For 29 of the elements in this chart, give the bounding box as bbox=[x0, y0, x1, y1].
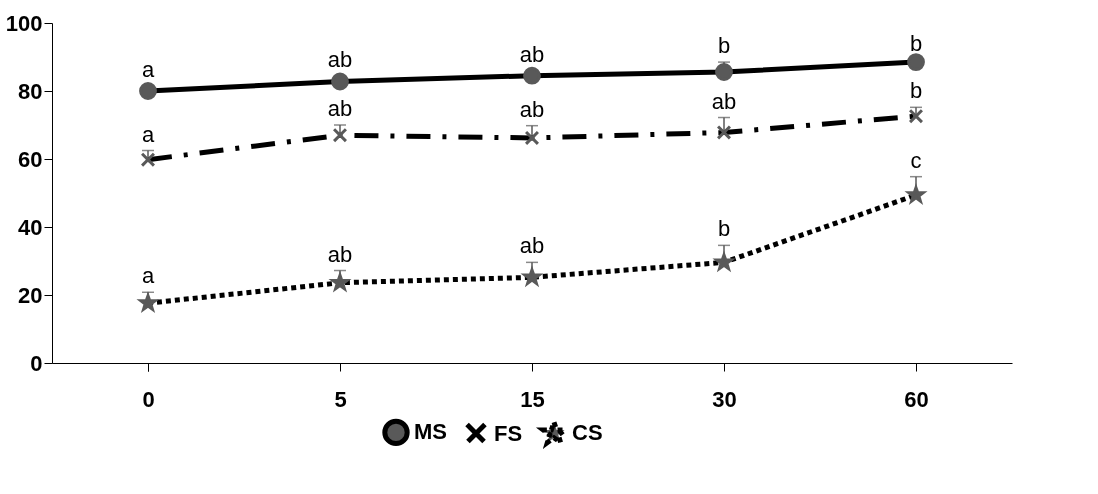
annotation: b bbox=[909, 78, 923, 104]
legend-label: FS bbox=[494, 420, 523, 446]
annotation: a bbox=[141, 121, 155, 147]
y-tick-label: 100 bbox=[5, 10, 43, 36]
y-tick-label: 40 bbox=[18, 214, 43, 240]
annotation: ab bbox=[327, 96, 353, 121]
y-tick-label: 0 bbox=[30, 350, 43, 376]
annotation: ab bbox=[327, 241, 353, 267]
legend-label: MS bbox=[414, 419, 447, 445]
y-tick-label: 80 bbox=[18, 78, 43, 104]
annotation: ab bbox=[327, 46, 353, 72]
annotation: ab bbox=[519, 233, 545, 259]
annotation: b bbox=[717, 216, 731, 242]
annotation: ab bbox=[711, 88, 737, 114]
annotation: b bbox=[909, 31, 923, 57]
annotation: ab bbox=[519, 96, 545, 122]
y-tick-label: 20 bbox=[18, 282, 43, 308]
x-tick-label: 0 bbox=[142, 386, 155, 412]
annotation: c bbox=[910, 147, 922, 173]
y-tick-label: 60 bbox=[18, 146, 43, 172]
x-tick-label: 30 bbox=[712, 386, 737, 412]
annotation: a bbox=[141, 263, 155, 289]
legend-label: CS bbox=[572, 420, 603, 446]
x-tick-label: 5 bbox=[334, 386, 347, 412]
annotation: b bbox=[717, 33, 731, 59]
x-tick-label: 15 bbox=[520, 386, 545, 412]
x-tick-label: 60 bbox=[904, 386, 929, 412]
annotation: a bbox=[141, 56, 155, 82]
annotation: ab bbox=[519, 41, 545, 67]
